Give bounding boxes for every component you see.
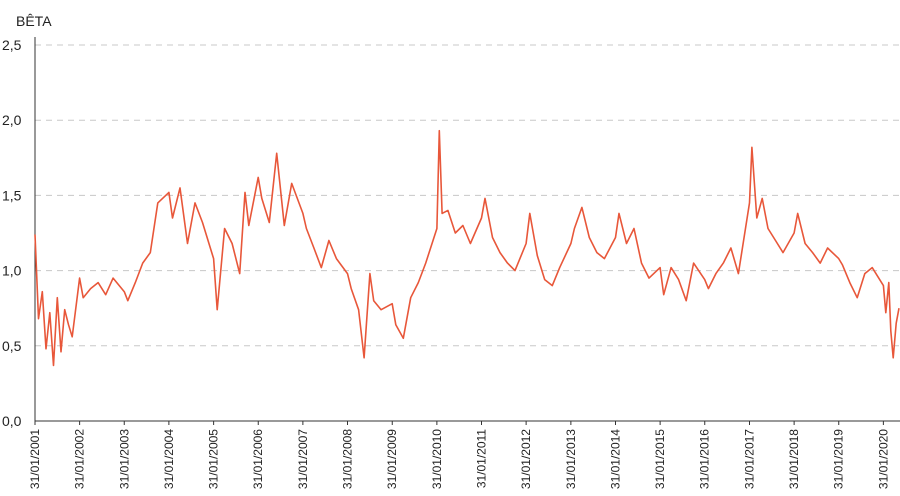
x-tick-label: 31/01/2020 (876, 429, 890, 489)
x-tick-label: 31/01/2014 (608, 429, 622, 489)
x-tick-label: 31/01/2004 (162, 429, 176, 489)
x-tick-label: 31/01/2005 (207, 429, 221, 489)
x-tick-label: 31/01/2017 (742, 429, 756, 489)
y-tick-label: 0,0 (2, 413, 22, 429)
x-tick-label: 31/01/2010 (430, 429, 444, 489)
y-tick-label: 2,5 (2, 37, 22, 53)
y-tick-label: 0,5 (2, 338, 22, 354)
x-tick-label: 31/01/2009 (385, 429, 399, 489)
x-tick-label: 31/01/2006 (251, 429, 265, 489)
x-tick-label: 31/01/2002 (73, 429, 87, 489)
x-tick-label: 31/01/2003 (117, 429, 131, 489)
x-tick-label: 31/01/2018 (787, 429, 801, 489)
x-tick-label: 31/01/2008 (341, 429, 355, 489)
y-axis-title: BÊTA (16, 13, 52, 29)
y-tick-label: 2,0 (2, 112, 22, 128)
x-axis: 31/01/2001 31/01/2002 31/01/2003 31/01/2004… (28, 420, 900, 489)
series-line (34, 129, 900, 367)
x-tick-label: 31/01/2001 (28, 429, 42, 489)
y-axis: 0,0 0,5 1,0 1,5 2,0 2,5 (2, 37, 36, 429)
y-tick-label: 1,0 (2, 263, 22, 279)
x-tick-label: 31/01/2012 (519, 429, 533, 489)
x-tick-label: 31/01/2015 (653, 429, 667, 489)
x-tick-label: 31/01/2013 (564, 429, 578, 489)
x-tick-label: 31/01/2011 (474, 429, 488, 488)
x-tick-label: 31/01/2016 (698, 429, 712, 489)
x-tick-label: 31/01/2007 (296, 429, 310, 489)
series-layer (34, 129, 900, 367)
grid-lines (35, 44, 900, 347)
y-tick-label: 1,5 (2, 187, 22, 203)
x-tick-label: 31/01/2019 (832, 429, 846, 489)
